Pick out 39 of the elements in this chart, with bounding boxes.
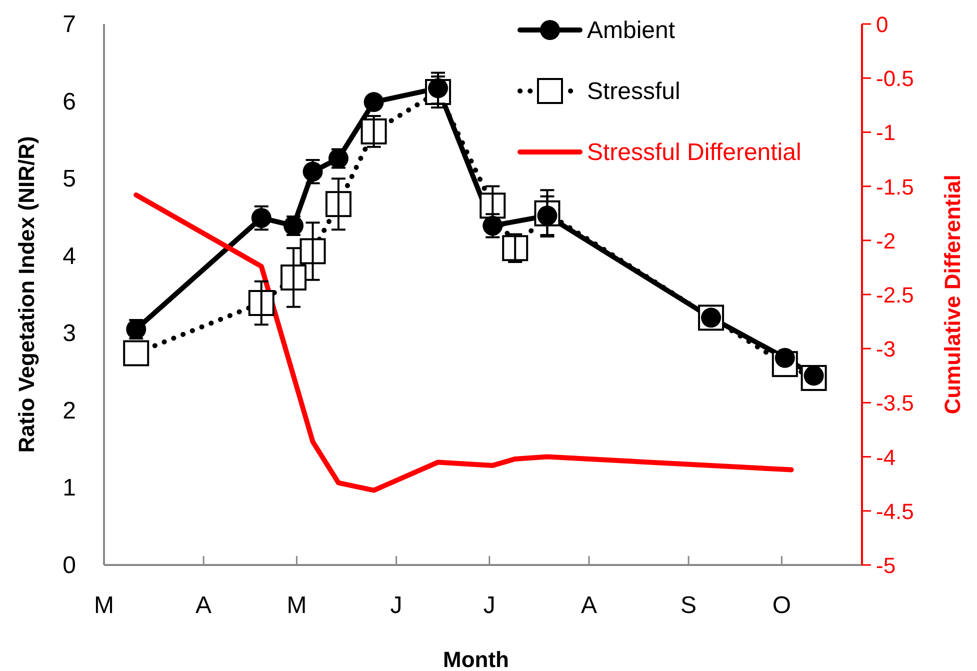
- y-tick-label: 2: [62, 397, 76, 424]
- x-tick-label: J: [483, 592, 496, 619]
- x-tick-label: J: [390, 592, 402, 619]
- y2-tick-label: -4: [876, 444, 896, 470]
- y2-axis-title: Cumulative Differential: [940, 174, 965, 414]
- point: [123, 340, 150, 366]
- y-tick-label: 1: [62, 474, 76, 502]
- y2-tick-label: -3: [876, 336, 896, 362]
- y-tick-label: 5: [62, 166, 76, 193]
- y2-tick-label: -0.5: [876, 66, 914, 92]
- legend-label: Stressful Differential: [587, 139, 802, 166]
- y2-tick-label: -4.5: [876, 498, 914, 524]
- point: [364, 92, 384, 112]
- x-tick-label: M: [286, 592, 307, 619]
- y2-tick-label: -1: [876, 120, 896, 146]
- x-tick-label: M: [94, 592, 114, 619]
- y2-tick-label: -3.5: [876, 390, 914, 416]
- x-tick-label: O: [772, 592, 792, 619]
- y2-tick-label: -1.5: [876, 174, 914, 200]
- y-tick-label: 7: [62, 11, 76, 38]
- y-tick-label: 4: [62, 242, 76, 270]
- y-tick-label: 3: [62, 320, 76, 348]
- x-axis-title: Month: [443, 647, 509, 671]
- x-tick-label: S: [680, 592, 697, 619]
- x-tick-label: A: [580, 592, 597, 619]
- y2-tick-label: -2: [876, 228, 896, 254]
- y-axis-title: Ratio Vegetation Index (NIR/R): [14, 136, 39, 453]
- legend-label: Stressful: [587, 78, 680, 105]
- point: [300, 238, 326, 264]
- legend-label: Ambient: [587, 17, 676, 44]
- y-tick-label: 0: [62, 552, 76, 579]
- point: [360, 118, 387, 144]
- point: [502, 235, 528, 262]
- y2-tick-label: -2.5: [876, 282, 914, 308]
- y-tick-label: 6: [62, 88, 76, 116]
- point: [248, 290, 274, 316]
- y2-tick-label: 0: [876, 12, 888, 37]
- y2-tick-label: -5: [876, 553, 896, 578]
- x-tick-label: A: [196, 592, 212, 619]
